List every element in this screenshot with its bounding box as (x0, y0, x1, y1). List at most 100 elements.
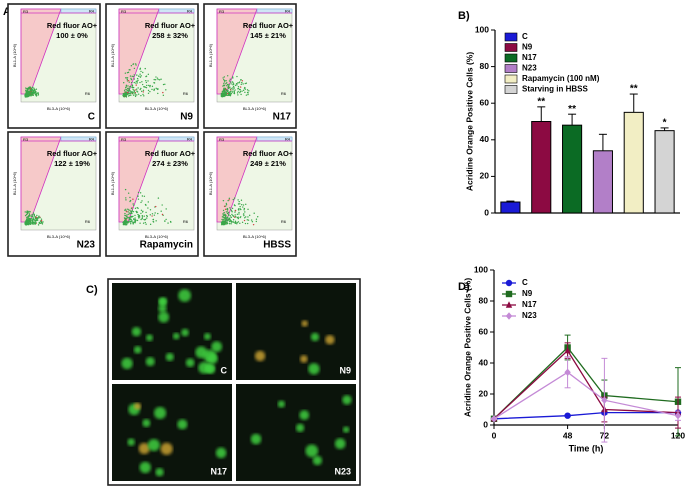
event-dot (250, 219, 253, 221)
event-dot (153, 78, 155, 81)
region-label: R4 (285, 137, 291, 142)
event-dot (223, 222, 225, 224)
cell (254, 350, 266, 362)
event-dot (29, 91, 31, 93)
event-dot (156, 88, 159, 90)
event-dot (232, 198, 234, 201)
event-dot (132, 88, 134, 91)
event-dot (134, 217, 136, 219)
bar (623, 111, 644, 214)
event-dot (224, 88, 226, 90)
event-dot (236, 216, 239, 219)
event-dot (140, 94, 142, 97)
sample-label: C (88, 112, 95, 123)
legend-swatch (504, 32, 518, 42)
cell (195, 346, 208, 359)
y-tick-label: 40 (480, 134, 490, 144)
event-dot (221, 224, 223, 226)
event-dot (237, 90, 239, 93)
event-dot (132, 86, 135, 89)
event-dot (226, 223, 228, 225)
event-dot (33, 87, 35, 90)
region-label: R3 (219, 137, 225, 142)
event-dot (223, 79, 225, 81)
event-dot (123, 220, 126, 222)
event-dot (130, 211, 132, 213)
event-dot (136, 77, 139, 80)
event-dot (127, 71, 130, 74)
event-dot (149, 90, 151, 93)
event-dot (129, 90, 131, 93)
event-dot (127, 93, 130, 95)
event-dot (226, 210, 229, 212)
event-dot (26, 222, 29, 224)
event-dot (240, 199, 243, 201)
event-dot (230, 223, 232, 225)
event-dot (33, 88, 36, 91)
event-dot (161, 204, 163, 206)
y-tick-label: 20 (479, 388, 489, 398)
event-dot (32, 221, 34, 223)
event-dot (234, 211, 236, 213)
event-dot (242, 206, 244, 208)
event-dot (38, 215, 40, 217)
cell (277, 400, 285, 408)
event-dot (157, 78, 159, 81)
region-label: R3 (23, 137, 29, 142)
event-dot (231, 211, 233, 213)
y-tick-label: 80 (480, 61, 490, 71)
region-label: R4 (285, 9, 291, 14)
event-dot (133, 218, 135, 221)
event-dot (30, 215, 32, 217)
event-dot (133, 221, 135, 224)
event-dot (149, 214, 151, 216)
event-dot (126, 91, 129, 94)
event-dot (229, 90, 232, 93)
event-dot (164, 220, 166, 222)
event-dot (124, 209, 126, 211)
event-dot (129, 75, 132, 77)
event-dot (25, 89, 27, 92)
sample-label: N9 (180, 112, 193, 123)
event-dot (240, 83, 242, 86)
event-dot (36, 92, 39, 94)
cell (145, 357, 155, 367)
event-dot (237, 221, 240, 223)
event-dot (132, 63, 134, 66)
marker (564, 412, 571, 419)
event-dot (36, 219, 38, 221)
event-dot (156, 77, 159, 79)
event-dot (125, 210, 127, 212)
event-dot (125, 85, 128, 87)
event-dot (147, 89, 150, 92)
event-dot (244, 222, 247, 225)
event-dot (224, 214, 227, 216)
event-dot (232, 214, 234, 217)
event-dot (141, 195, 144, 197)
gate-label: Red fluor AO+ (243, 149, 294, 158)
event-dot (139, 88, 141, 91)
cell (133, 346, 142, 354)
event-dot (237, 86, 240, 88)
event-dot (132, 203, 134, 205)
event-dot (230, 81, 232, 83)
event-dot (222, 77, 224, 79)
event-dot (136, 82, 138, 84)
event-dot (33, 219, 36, 221)
cell (325, 335, 335, 345)
event-dot (223, 214, 226, 216)
event-dot (147, 207, 149, 209)
event-dot (145, 86, 148, 89)
event-dot (237, 94, 239, 96)
y-tick-label: 40 (479, 357, 489, 367)
bar (592, 150, 613, 214)
event-dot (160, 78, 162, 80)
event-dot (32, 212, 35, 214)
cell (203, 333, 211, 340)
legend-marker (505, 290, 513, 298)
micrograph-bg (236, 384, 356, 481)
event-dot (127, 85, 129, 87)
event-dot (141, 200, 143, 202)
event-dot (130, 81, 133, 84)
event-dot (137, 93, 140, 95)
